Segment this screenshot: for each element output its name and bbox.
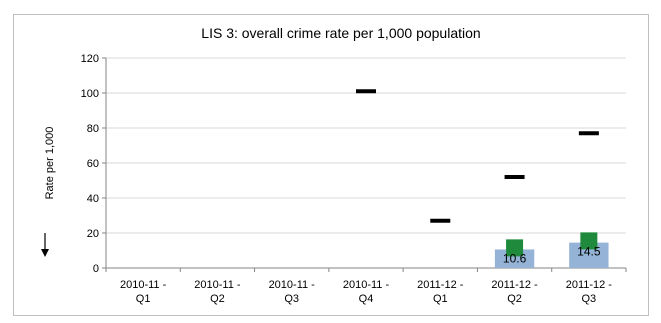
x-tick-label: Q2 — [210, 293, 225, 305]
chart-title: LIS 3: overall crime rate per 1,000 popu… — [201, 25, 480, 41]
x-tick-label: 2011-12 - — [417, 279, 464, 291]
x-tick-label: 2011-12 - — [491, 279, 538, 291]
x-tick-label: 2010-11 - — [269, 279, 316, 291]
y-tick-label: 20 — [87, 228, 99, 240]
x-tick-label: Q3 — [582, 293, 597, 305]
y-tick-label: 0 — [93, 263, 99, 275]
x-tick-label: Q3 — [284, 293, 299, 305]
x-tick-label: Q1 — [136, 293, 151, 305]
chart-svg: LIS 3: overall crime rate per 1,000 popu… — [41, 25, 627, 305]
dash-marker — [578, 131, 599, 136]
square-marker — [580, 232, 598, 250]
x-tick-label: Q4 — [359, 293, 374, 305]
dash-marker — [356, 89, 376, 94]
x-tick-label: 2010-11 - — [343, 279, 390, 291]
dash-marker — [430, 218, 451, 223]
dash-marker — [504, 175, 525, 179]
x-tick-label: 2010-11 - — [120, 279, 167, 291]
y-tick-label: 100 — [81, 88, 99, 100]
labels: 0 20 40 60 80 100 120 2010-11 - Q1 2010-11 - Q2 201… — [81, 53, 613, 305]
x-tick-label: 2010-11 - — [194, 279, 241, 291]
y-tick-label: 120 — [81, 53, 99, 65]
y-tick-label: 80 — [87, 123, 99, 135]
marker-series — [356, 89, 599, 257]
x-tick-label: Q1 — [433, 293, 448, 305]
y-tick-label: 40 — [87, 193, 99, 205]
gridlines — [106, 57, 626, 234]
y-tick-label: 60 — [87, 158, 99, 170]
down-arrow-icon — [41, 233, 49, 257]
bar-data-label: 14.5 — [577, 245, 601, 259]
chart-frame: LIS 3: overall crime rate per 1,000 popu… — [13, 14, 649, 316]
x-tick-label: Q2 — [507, 293, 522, 305]
x-tick-label: 2011-12 - — [566, 279, 613, 291]
y-axis-label: Rate per 1,000 — [44, 127, 56, 200]
axes — [102, 57, 627, 272]
bar — [494, 249, 535, 268]
square-marker — [506, 239, 524, 257]
bar-data-label: 10.6 — [503, 251, 527, 265]
